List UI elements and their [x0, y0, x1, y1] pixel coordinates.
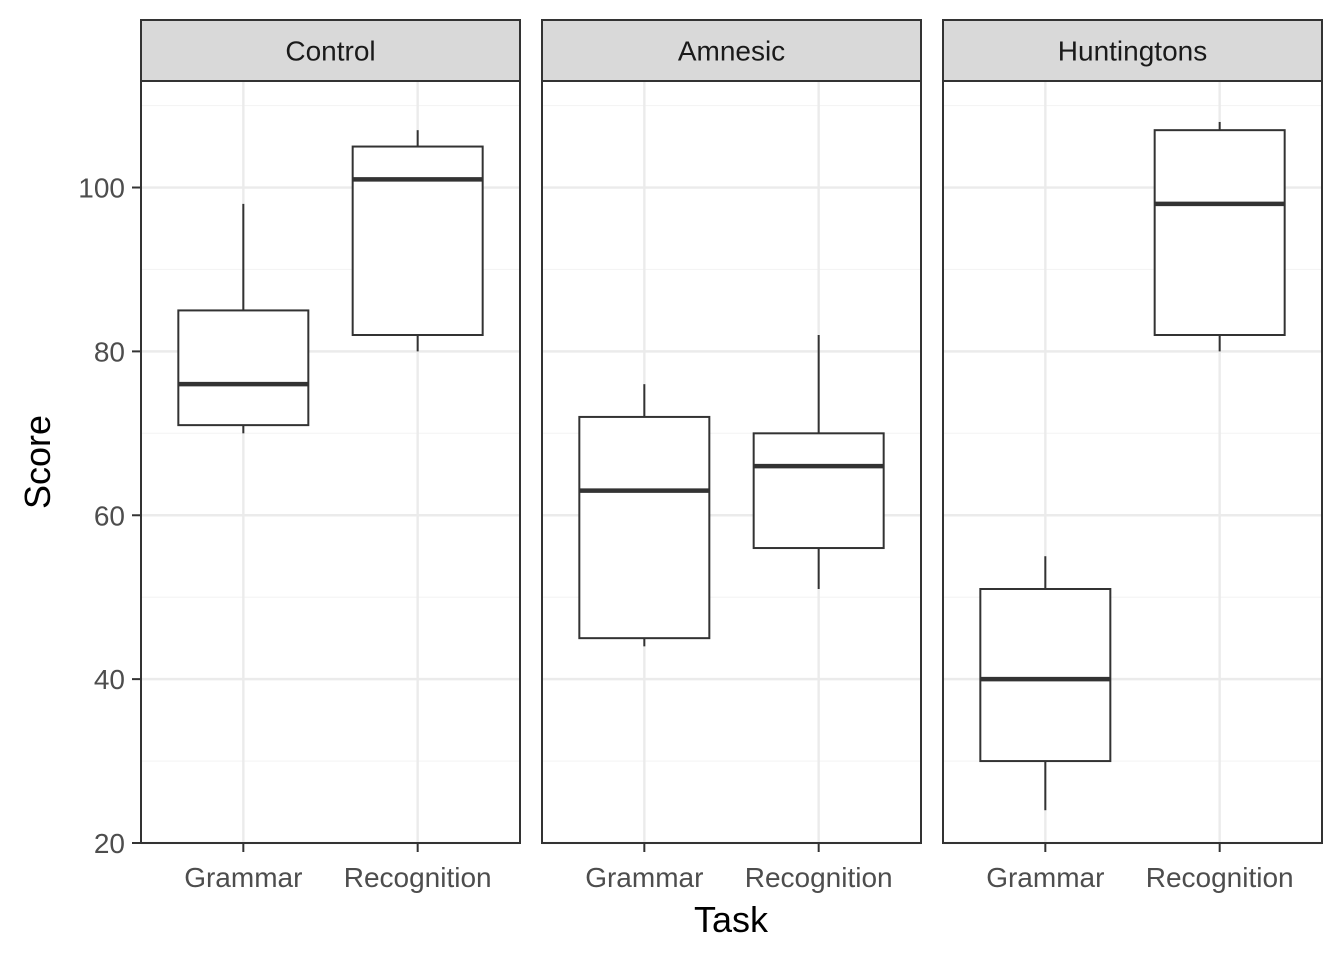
- facet-strip: [541, 19, 922, 82]
- y-tick-label: 60: [94, 500, 125, 531]
- y-tick-label: 80: [94, 336, 125, 367]
- panel-border: [140, 80, 521, 844]
- y-axis: 20 40 60 80 100: [78, 173, 141, 859]
- box-recognition: [351, 130, 484, 352]
- x-tick-label: Recognition: [1146, 862, 1294, 893]
- y-axis-title: Score: [17, 415, 58, 509]
- facet-strip-label: Control: [285, 36, 375, 67]
- x-tick-label: Grammar: [585, 862, 703, 893]
- box-grammar: [979, 556, 1112, 811]
- panel-huntingtons: Huntingtons Grammar Recognition: [942, 19, 1323, 893]
- box-grammar: [177, 203, 310, 434]
- panel-control: Control Grammar Recognition: [140, 19, 521, 893]
- facet-strip-label: Amnesic: [678, 36, 785, 67]
- facet-strip-label: Huntingtons: [1058, 36, 1207, 67]
- x-tick-label: Recognition: [344, 862, 492, 893]
- x-axis-title: Task: [694, 899, 769, 940]
- panel-amnesic: Amnesic Grammar Recognition: [541, 19, 922, 893]
- box-iqr: [1153, 129, 1286, 336]
- y-tick-label: 20: [94, 828, 125, 859]
- facet-strip: [140, 19, 521, 82]
- box-iqr: [979, 588, 1112, 763]
- box-iqr: [177, 309, 310, 427]
- box-iqr: [351, 145, 484, 336]
- panels-layer: Control Grammar Recognition Amnesic Grammar R…: [140, 19, 1323, 893]
- box-recognition: [1153, 121, 1286, 352]
- panel-border: [541, 80, 922, 844]
- y-tick-label: 40: [94, 664, 125, 695]
- x-tick-label: Recognition: [745, 862, 893, 893]
- box-iqr: [752, 432, 885, 550]
- box-recognition: [752, 335, 885, 589]
- x-tick-label: Grammar: [184, 862, 302, 893]
- y-tick-label: 100: [78, 173, 125, 204]
- x-tick-label: Grammar: [986, 862, 1104, 893]
- box-grammar: [578, 384, 711, 647]
- panel-border: [942, 80, 1323, 844]
- box-iqr: [578, 415, 711, 640]
